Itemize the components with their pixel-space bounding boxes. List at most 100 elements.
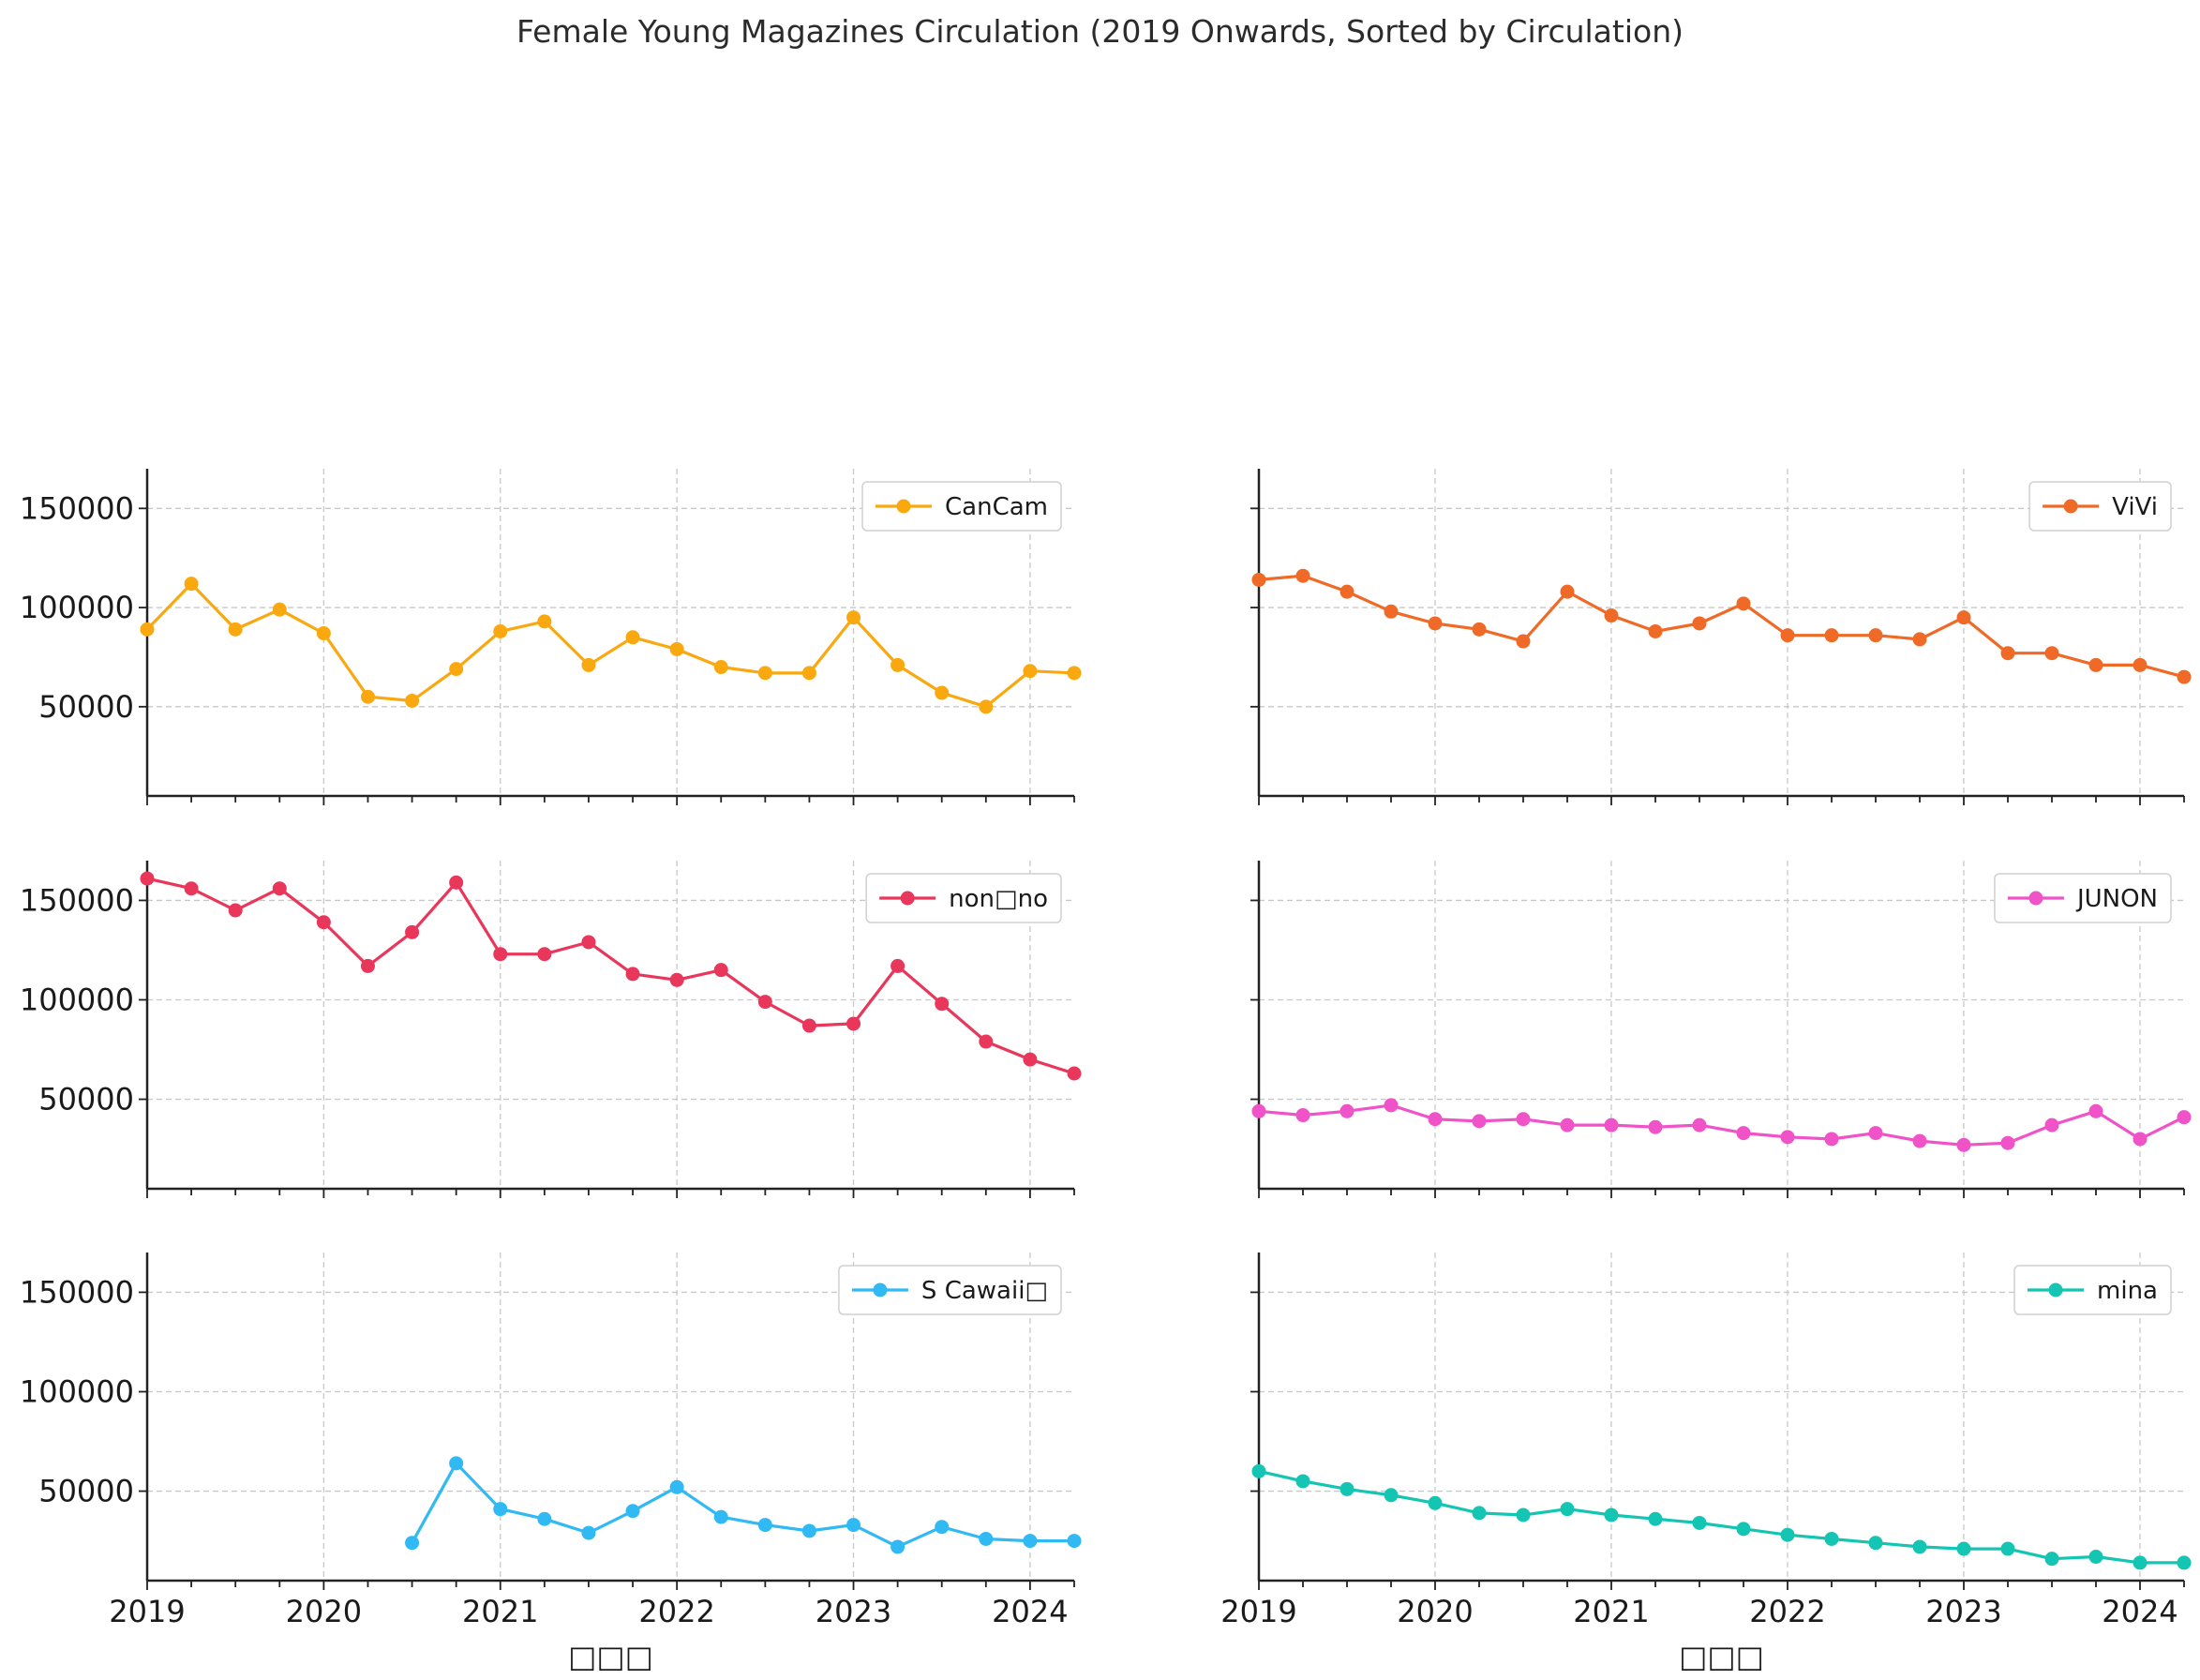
series-line-cancam xyxy=(145,582,1075,709)
data-point xyxy=(1956,610,1971,625)
data-point xyxy=(1604,608,1619,623)
data-point xyxy=(272,602,287,617)
data-point xyxy=(1912,1133,1927,1148)
data-point xyxy=(184,577,199,592)
data-point xyxy=(2088,1550,2103,1565)
y-tick-label: 100000 xyxy=(20,982,134,1017)
panel-s-cawaii: 50000 100000 150000 2019 2020 2021 2022 2023 202… xyxy=(20,1252,1082,1674)
data-point xyxy=(890,1539,905,1554)
data-point xyxy=(1648,1511,1663,1526)
data-point xyxy=(2088,657,2103,672)
data-point xyxy=(2133,657,2148,672)
data-point xyxy=(2044,1552,2059,1567)
data-point xyxy=(1824,1132,1839,1147)
legend-label: ViVi xyxy=(2112,493,2158,521)
data-point xyxy=(1560,1502,1575,1517)
data-point xyxy=(1295,1108,1310,1123)
data-point xyxy=(1824,628,1839,643)
data-point xyxy=(625,967,640,982)
data-point xyxy=(581,657,596,672)
data-point xyxy=(581,935,596,950)
data-point xyxy=(979,699,994,714)
data-point xyxy=(1736,596,1751,611)
data-point xyxy=(1428,1495,1443,1510)
series-line-junon xyxy=(1258,1103,2185,1147)
data-point xyxy=(493,1502,508,1517)
data-point xyxy=(1516,1112,1531,1127)
data-point xyxy=(360,689,375,704)
data-point xyxy=(228,622,243,637)
data-point xyxy=(537,614,552,629)
data-point xyxy=(405,693,420,708)
data-point xyxy=(1516,1508,1531,1522)
data-point xyxy=(272,881,287,896)
x-tick-label: 2023 xyxy=(816,1594,891,1629)
data-point xyxy=(1384,604,1399,619)
panel-cancam: 50000 100000 150000 CanCam xyxy=(20,469,1082,805)
legend-box xyxy=(865,873,1062,923)
data-point xyxy=(1868,1126,1883,1141)
y-tick-label: 100000 xyxy=(20,590,134,625)
data-point xyxy=(140,871,155,886)
data-point xyxy=(669,972,684,987)
data-point xyxy=(1604,1118,1619,1132)
series-line-s-cawaii xyxy=(411,1462,1074,1549)
data-point xyxy=(1780,1527,1795,1542)
data-point xyxy=(1295,1474,1310,1489)
panel-mina: 2019 2020 2021 2022 2023 2024 □□□ mina xyxy=(1220,1252,2192,1674)
y-tick-label: 50000 xyxy=(38,1082,134,1118)
data-point xyxy=(979,1034,994,1049)
data-point xyxy=(537,1511,552,1526)
x-tick-label: 2023 xyxy=(1925,1594,2001,1629)
data-point xyxy=(1780,1130,1795,1145)
data-point xyxy=(713,963,728,978)
data-point xyxy=(1912,632,1927,647)
data-point xyxy=(360,958,375,973)
data-point xyxy=(449,1456,464,1471)
data-point xyxy=(1736,1126,1751,1141)
legend-box xyxy=(838,1265,1062,1315)
data-point xyxy=(316,626,331,641)
legend-label: mina xyxy=(2097,1277,2158,1305)
legend-marker xyxy=(2048,1282,2063,1298)
data-point xyxy=(1956,1137,1971,1152)
data-point xyxy=(1023,664,1038,679)
data-point xyxy=(1023,1052,1038,1067)
data-point xyxy=(1428,1112,1443,1127)
legend-box xyxy=(2028,481,2172,532)
data-point xyxy=(2000,646,2015,661)
data-point xyxy=(1251,572,1266,587)
x-tick-label: 2019 xyxy=(109,1594,185,1629)
data-point xyxy=(1516,634,1531,649)
data-point xyxy=(1560,1118,1575,1132)
data-point xyxy=(228,903,243,918)
legend-label: CanCam xyxy=(945,493,1048,521)
x-tick-label: 2024 xyxy=(992,1594,1068,1629)
data-point xyxy=(801,1018,816,1033)
data-point xyxy=(1956,1541,1971,1556)
data-point xyxy=(1339,1103,1354,1118)
data-point xyxy=(757,666,772,681)
y-tick-label: 50000 xyxy=(38,689,134,725)
data-point xyxy=(1472,622,1487,637)
data-point xyxy=(1736,1522,1751,1537)
data-point xyxy=(537,947,552,962)
legend-box xyxy=(1994,873,2172,923)
x-tick-label: 2022 xyxy=(1749,1594,1825,1629)
data-point xyxy=(1067,1534,1082,1549)
x-tick-label: 2021 xyxy=(462,1594,538,1629)
data-point xyxy=(935,997,950,1012)
legend-marker xyxy=(873,1282,888,1298)
data-point xyxy=(935,685,950,700)
data-point xyxy=(1780,628,1795,643)
data-point xyxy=(846,610,861,625)
data-point xyxy=(846,1016,861,1031)
data-point xyxy=(801,1523,816,1538)
series-line-non-no xyxy=(146,877,1075,1075)
data-point xyxy=(493,623,508,638)
data-point xyxy=(757,1518,772,1533)
legend-label: JUNON xyxy=(2075,885,2158,913)
data-point xyxy=(846,1518,861,1533)
